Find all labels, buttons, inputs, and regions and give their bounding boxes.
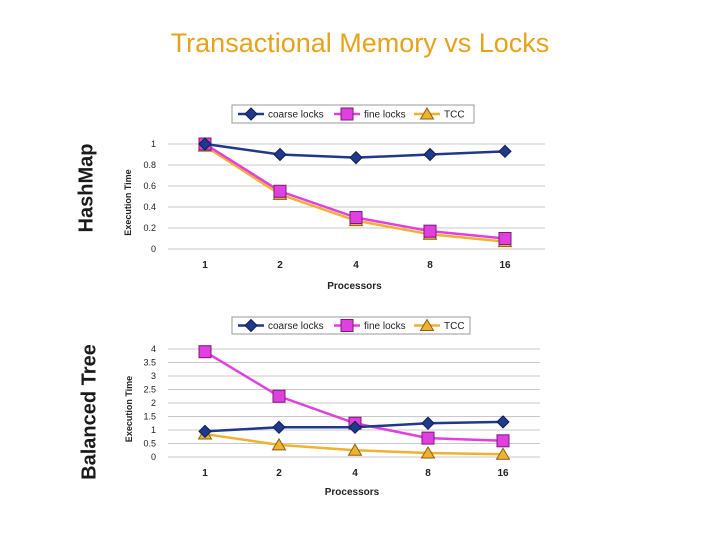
data-point-diamond (496, 415, 510, 429)
legend-swatch-marker (419, 318, 435, 331)
x-tick-label: 16 (499, 260, 511, 271)
data-point-triangle (271, 437, 287, 451)
data-point-square (198, 345, 212, 359)
x-tick-label: 1 (202, 468, 208, 479)
data-point-square (421, 431, 435, 445)
data-point-diamond (198, 137, 212, 151)
data-point-diamond (272, 420, 286, 435)
x-tick-label: 4 (353, 260, 359, 271)
y-tick-label: 4 (151, 344, 156, 354)
data-point-triangle (420, 445, 436, 459)
slide-title: Transactional Memory vs Locks (170, 28, 550, 58)
y-tick-label: 3 (151, 371, 156, 381)
legend-swatch-marker (244, 318, 258, 333)
y-tick-label: 3.5 (143, 358, 156, 368)
legend-swatch-marker (340, 319, 354, 332)
y-tick-label: 0.8 (143, 160, 156, 170)
x-axis-label: Processors (325, 487, 380, 498)
data-point-square (273, 184, 287, 198)
data-point-square (496, 434, 510, 448)
legend-entry: coarse locks (268, 321, 324, 332)
y-tick-label: 2 (151, 398, 156, 408)
data-point-square (423, 224, 437, 238)
y-tick-label: 0.5 (143, 439, 156, 449)
x-axis-label: Processors (327, 281, 382, 292)
data-point-diamond (349, 150, 363, 165)
x-tick-label: 8 (427, 260, 433, 271)
x-tick-label: 1 (202, 260, 208, 271)
legend-entry: TCC (444, 110, 465, 121)
chart-0: 0 0.2 0.4 0.6 0.8 1 1 2 4 8 16 Processors Execution … (123, 104, 545, 292)
y-tick-label: 1 (151, 425, 156, 435)
data-point-square (498, 232, 512, 245)
data-point-diamond (348, 420, 362, 435)
data-point-diamond (273, 147, 287, 162)
y-axis-label: Execution Time (124, 376, 134, 442)
y-tick-label: 0 (151, 244, 156, 254)
legend-swatch-marker (340, 107, 354, 121)
y-tick-label: 0.6 (143, 181, 156, 191)
data-point-triangle (347, 443, 363, 456)
data-point-square (272, 389, 286, 403)
y-tick-label: 2.5 (143, 385, 156, 395)
legend-entry: coarse locks (268, 110, 324, 121)
x-tick-label: 2 (276, 468, 282, 479)
data-point-diamond (423, 147, 437, 162)
y-tick-label: 1 (151, 139, 156, 149)
x-tick-label: 2 (277, 260, 283, 271)
data-point-square (349, 211, 363, 224)
legend-swatch-marker (419, 107, 435, 120)
y-tick-label: 1.5 (143, 412, 156, 422)
chart-1: 0 0.5 1 1.5 2 2.5 3 3.5 4 1 2 4 8 16 Processors Executi… (124, 316, 540, 498)
data-point-diamond (198, 424, 212, 439)
data-point-triangle (495, 447, 511, 460)
legend-swatch-marker (244, 107, 258, 121)
x-tick-label: 4 (352, 468, 358, 479)
data-point-diamond (421, 416, 435, 430)
x-tick-label: 16 (497, 468, 509, 479)
x-tick-label: 8 (425, 468, 431, 479)
y-tick-label: 0.4 (143, 202, 156, 212)
data-point-diamond (498, 144, 512, 159)
legend-entry: fine locks (364, 321, 406, 332)
y-axis-label: Execution Time (123, 169, 133, 235)
y-tick-label: 0.2 (143, 223, 156, 233)
y-tick-label: 0 (151, 452, 156, 462)
legend-entry: fine locks (364, 110, 406, 121)
legend-entry: TCC (444, 321, 465, 332)
